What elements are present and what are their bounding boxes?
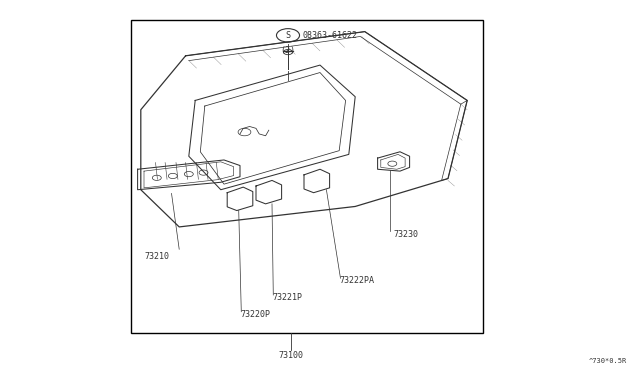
Text: ^730*0.5R: ^730*0.5R [589, 358, 627, 364]
Text: 73230: 73230 [394, 230, 419, 239]
Text: 73100: 73100 [278, 351, 304, 360]
Text: 73222PA: 73222PA [339, 276, 374, 285]
Text: 73221P: 73221P [272, 293, 302, 302]
Text: 08363-61622: 08363-61622 [303, 31, 358, 40]
Text: S: S [285, 31, 291, 40]
Text: (2): (2) [280, 46, 296, 55]
Bar [131, 20, 483, 333]
Text: 73220P: 73220P [240, 310, 270, 319]
Text: 73210: 73210 [144, 252, 170, 261]
